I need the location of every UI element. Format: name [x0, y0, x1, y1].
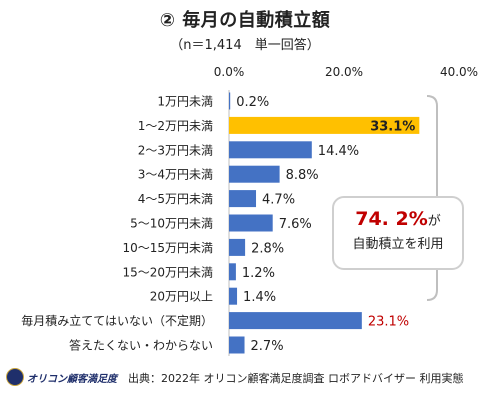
data-label: 2.8%	[251, 241, 284, 256]
chart-subtitle: （n＝1,414 単一回答）	[170, 38, 320, 53]
bar	[229, 116, 420, 134]
x-tick-label: 0.0%	[214, 65, 245, 79]
category-label: 5～10万円未満	[130, 217, 213, 231]
data-label: 1.2%	[242, 266, 275, 281]
data-label: 4.7%	[262, 193, 295, 208]
category-label: 毎月積み立ててはいない（不定期）	[21, 313, 213, 328]
category-label: 答えたくない・わからない	[69, 338, 213, 353]
callout-percent: 74. 2%	[355, 208, 428, 230]
x-tick-label: 20.0%	[325, 65, 363, 79]
data-label: 1.4%	[243, 290, 276, 305]
bar	[229, 336, 245, 354]
data-label: 2.7%	[251, 339, 284, 354]
x-tick-label: 40.0%	[440, 65, 478, 79]
data-label: 23.1%	[368, 315, 409, 330]
bar	[229, 312, 362, 330]
data-label: 0.2%	[236, 95, 269, 110]
category-label: 20万円以上	[150, 290, 213, 304]
bar	[229, 263, 236, 281]
callout-box: 74. 2%が 自動積立を利用	[332, 196, 464, 270]
category-label: 3～4万円未満	[138, 168, 213, 182]
data-label: 14.4%	[318, 144, 359, 159]
category-label: 4～5万円未満	[138, 192, 213, 206]
category-label: 10～15万円未満	[122, 241, 213, 255]
data-label: 33.1%	[370, 119, 415, 134]
bar	[229, 214, 273, 232]
data-label: 7.6%	[279, 217, 312, 232]
callout-suffix: が	[427, 214, 441, 229]
logo-badge-icon	[6, 368, 24, 386]
bar	[229, 165, 280, 183]
callout-text: 自動積立を利用	[352, 237, 444, 252]
logo-text: オリコン顧客満足度	[27, 373, 117, 385]
bar	[229, 238, 246, 256]
source-note: 出典：2022年 オリコン顧客満足度調査 ロボアドバイザー 利用実態	[128, 372, 464, 385]
category-label: 1万円未満	[157, 95, 213, 109]
category-label: 2～3万円未満	[138, 143, 213, 157]
bar	[229, 190, 257, 208]
bar	[229, 287, 238, 305]
bar	[229, 141, 312, 159]
category-label: 15～20万円未満	[122, 265, 213, 279]
bar	[229, 92, 231, 110]
category-label: 1～2万円未満	[138, 119, 213, 133]
logo: オリコン顧客満足度	[6, 368, 117, 386]
chart-title: ② 毎月の自動積立額	[159, 10, 331, 31]
data-label: 8.8%	[286, 168, 319, 183]
